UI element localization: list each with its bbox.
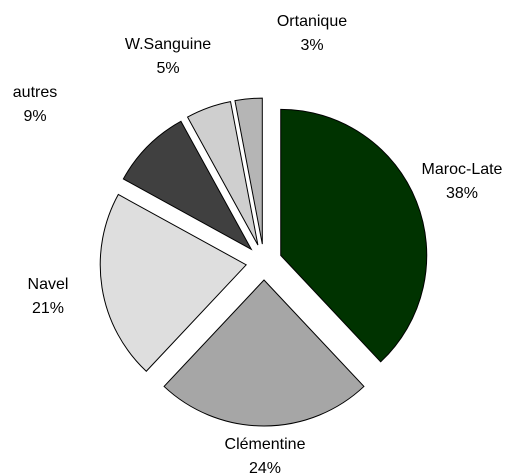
slice-value-label: 38% bbox=[446, 185, 478, 202]
slice-value-label: 9% bbox=[23, 108, 46, 125]
slice-value-label: 3% bbox=[300, 37, 323, 54]
slice-label: W.Sanguine bbox=[125, 36, 211, 53]
pie-slice bbox=[99, 193, 248, 372]
slice-label: Maroc-Late bbox=[422, 161, 503, 178]
slice-value-label: 5% bbox=[156, 60, 179, 77]
slice-label: Navel bbox=[28, 276, 69, 293]
slice-label: Ortanique bbox=[277, 13, 347, 30]
slice-value-label: 21% bbox=[32, 300, 64, 317]
slice-label: autres bbox=[13, 84, 57, 101]
pie-slice bbox=[234, 97, 263, 245]
slice-label: Clémentine bbox=[225, 436, 306, 453]
pie-slice bbox=[163, 279, 365, 427]
pie-slice bbox=[122, 120, 253, 251]
slice-value-label: 24% bbox=[249, 460, 281, 476]
pie-slice bbox=[186, 101, 259, 246]
pie-slice bbox=[280, 108, 428, 363]
